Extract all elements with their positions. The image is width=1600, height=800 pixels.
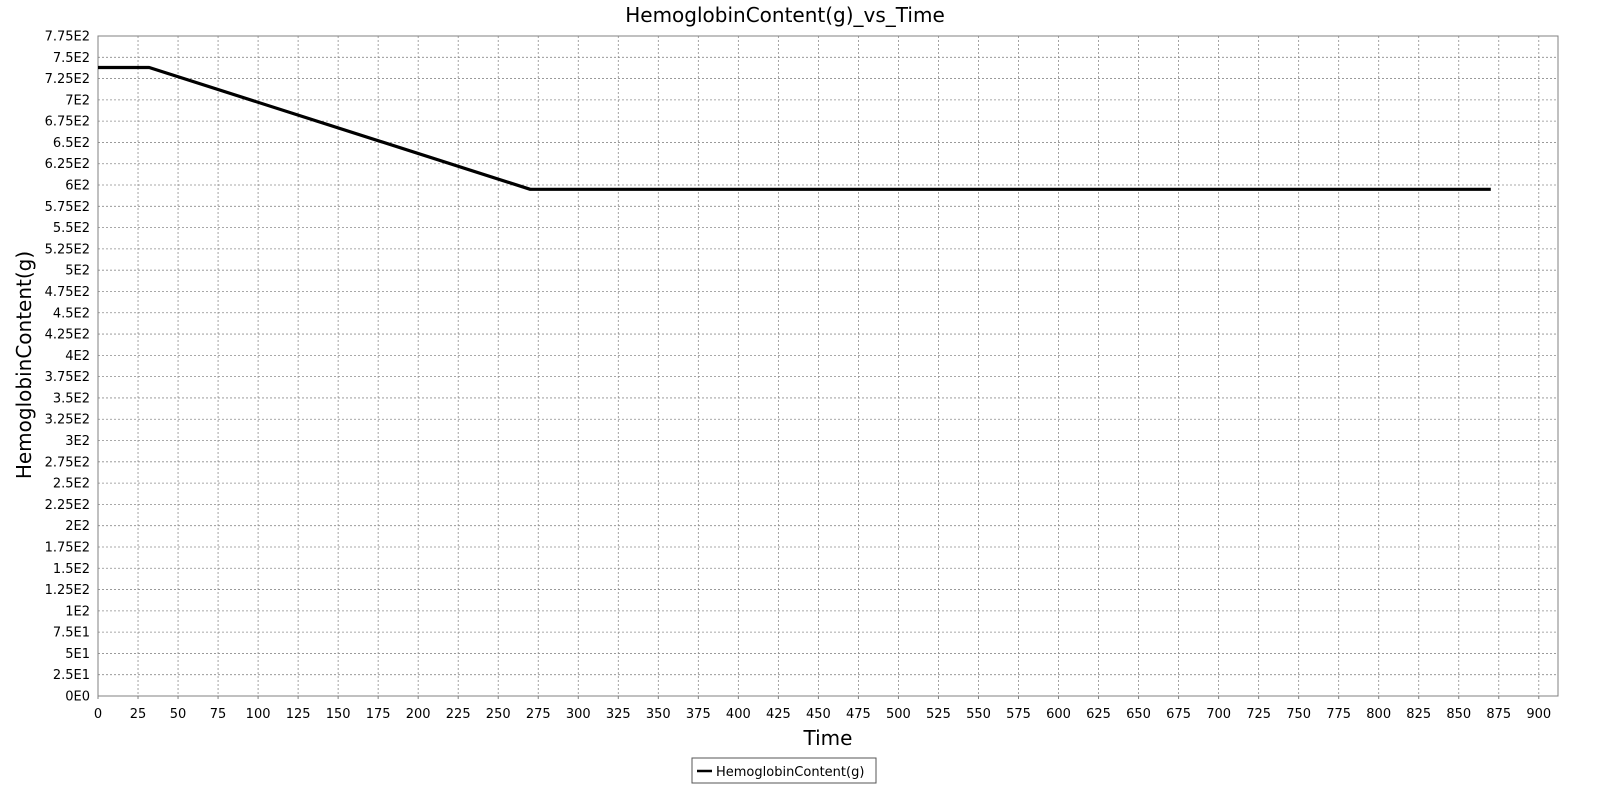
x-tick-label: 875: [1486, 707, 1511, 722]
y-tick-label: 5E1: [65, 647, 90, 662]
x-tick-label: 500: [886, 707, 911, 722]
x-tick-label: 50: [170, 707, 187, 722]
x-tick-label: 825: [1406, 707, 1431, 722]
legend: HemoglobinContent(g): [691, 757, 877, 784]
x-tick-label: 225: [446, 707, 471, 722]
y-tick-label: 6E2: [65, 179, 90, 194]
y-tick-label: 3E2: [65, 434, 90, 449]
x-tick-label: 550: [966, 707, 991, 722]
x-tick-label: 575: [1006, 707, 1031, 722]
y-tick-label: 7E2: [65, 93, 90, 108]
y-tick-label: 1.75E2: [45, 540, 90, 555]
grid-lines: [97, 35, 1558, 697]
y-tick-label: 7.25E2: [45, 72, 90, 87]
y-tick-label: 1E2: [65, 604, 90, 619]
x-tick-label: 675: [1166, 707, 1191, 722]
y-tick-label: 2.5E2: [53, 477, 90, 492]
legend-box: [691, 757, 877, 784]
y-tick-label: 5E2: [65, 264, 90, 279]
x-tick-label: 0: [94, 707, 102, 722]
y-tick-label: 2.25E2: [45, 498, 90, 513]
y-tick-label: 5.25E2: [45, 242, 90, 257]
x-tick-label: 625: [1086, 707, 1111, 722]
x-tick-label: 300: [566, 707, 591, 722]
y-tick-label: 7.75E2: [45, 30, 90, 45]
y-tick-label: 3.5E2: [53, 391, 90, 406]
legend-label: HemoglobinContent(g): [716, 765, 864, 780]
y-axis-label: HemoglobinContent(g): [12, 251, 36, 479]
x-tick-label: 850: [1446, 707, 1471, 722]
y-tick-label: 4E2: [65, 349, 90, 364]
y-tick-label: 2E2: [65, 519, 90, 534]
x-tick-label: 350: [646, 707, 671, 722]
y-tick-label: 7.5E2: [53, 51, 90, 66]
series-line: [98, 65, 1491, 191]
x-tick-label: 650: [1126, 707, 1151, 722]
y-tick-label: 5.75E2: [45, 200, 90, 215]
x-tick-label: 725: [1246, 707, 1271, 722]
x-tick-label: 450: [806, 707, 831, 722]
x-tick-label: 475: [846, 707, 871, 722]
y-tick-label: 2.75E2: [45, 455, 90, 470]
x-tick-label: 750: [1286, 707, 1311, 722]
y-tick-label: 4.75E2: [45, 285, 90, 300]
y-tick-label: 0E0: [65, 690, 90, 705]
x-tick-label: 600: [1046, 707, 1071, 722]
y-tick-label: 6.5E2: [53, 136, 90, 151]
y-tick-label: 6.75E2: [45, 115, 90, 130]
x-tick-label: 25: [130, 707, 147, 722]
y-tick-labels: 0E0 2.5E1 5E1 7.5E1 1E2 1.25E2 1.5E2 1.75E2 2E2 2…: [45, 30, 90, 705]
plot-frame: [97, 35, 1559, 697]
y-tick-label: 3.75E2: [45, 370, 90, 385]
x-tick-label: 700: [1206, 707, 1231, 722]
x-tick-label: 75: [210, 707, 227, 722]
x-tick-label: 525: [926, 707, 951, 722]
x-tick-label: 125: [286, 707, 311, 722]
x-tick-label: 775: [1326, 707, 1351, 722]
y-tick-label: 5.5E2: [53, 221, 90, 236]
x-tick-label: 375: [686, 707, 711, 722]
y-tick-label: 1.25E2: [45, 583, 90, 598]
x-tick-label: 425: [766, 707, 791, 722]
x-tick-label: 325: [606, 707, 631, 722]
y-tick-label: 6.25E2: [45, 157, 90, 172]
x-tick-label: 100: [246, 707, 271, 722]
y-tick-label: 1.5E2: [53, 562, 90, 577]
y-tick-label: 3.25E2: [45, 413, 90, 428]
x-tick-label: 900: [1526, 707, 1551, 722]
chart-title: HemoglobinContent(g)_vs_Time: [625, 3, 945, 27]
x-tick-label: 175: [366, 707, 391, 722]
x-tick-labels: 0 25 50 75 100 125 150 175 200 225 250 275 300 325 350…: [94, 696, 1551, 722]
y-tick-label: 4.25E2: [45, 328, 90, 343]
x-tick-label: 800: [1366, 707, 1391, 722]
x-tick-label: 150: [326, 707, 351, 722]
x-tick-label: 400: [726, 707, 751, 722]
y-tick-label: 2.5E1: [53, 668, 90, 683]
x-axis-label: Time: [803, 726, 853, 750]
series-layer: [97, 65, 1491, 191]
y-tick-label: 4.5E2: [53, 306, 90, 321]
y-tick-label: 7.5E1: [53, 626, 90, 641]
x-tick-label: 275: [526, 707, 551, 722]
x-tick-label: 200: [406, 707, 431, 722]
x-tick-label: 250: [486, 707, 511, 722]
